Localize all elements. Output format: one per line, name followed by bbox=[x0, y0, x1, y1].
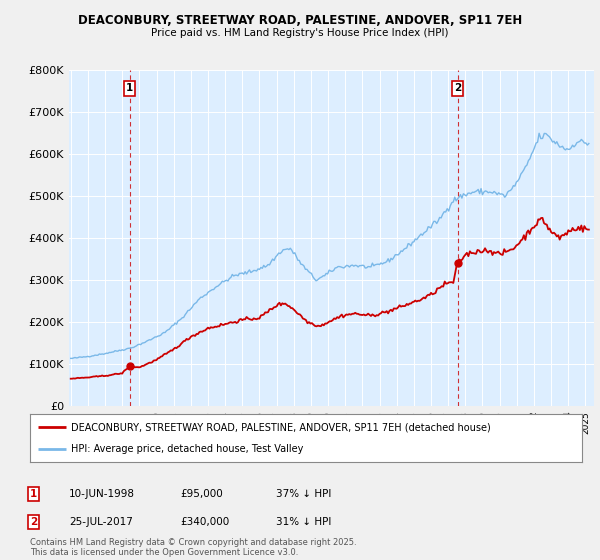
Text: Contains HM Land Registry data © Crown copyright and database right 2025.
This d: Contains HM Land Registry data © Crown c… bbox=[30, 538, 356, 557]
Text: 31% ↓ HPI: 31% ↓ HPI bbox=[276, 517, 331, 527]
Text: DEACONBURY, STREETWAY ROAD, PALESTINE, ANDOVER, SP11 7EH: DEACONBURY, STREETWAY ROAD, PALESTINE, A… bbox=[78, 14, 522, 27]
Text: 25-JUL-2017: 25-JUL-2017 bbox=[69, 517, 133, 527]
Text: DEACONBURY, STREETWAY ROAD, PALESTINE, ANDOVER, SP11 7EH (detached house): DEACONBURY, STREETWAY ROAD, PALESTINE, A… bbox=[71, 422, 491, 432]
Text: £95,000: £95,000 bbox=[180, 489, 223, 499]
Text: HPI: Average price, detached house, Test Valley: HPI: Average price, detached house, Test… bbox=[71, 444, 304, 454]
Text: 10-JUN-1998: 10-JUN-1998 bbox=[69, 489, 135, 499]
Text: 1: 1 bbox=[30, 489, 37, 499]
Text: 2: 2 bbox=[454, 83, 461, 94]
Text: 2: 2 bbox=[30, 517, 37, 527]
Text: £340,000: £340,000 bbox=[180, 517, 229, 527]
Text: Price paid vs. HM Land Registry's House Price Index (HPI): Price paid vs. HM Land Registry's House … bbox=[151, 28, 449, 38]
Text: 1: 1 bbox=[126, 83, 133, 94]
Text: 37% ↓ HPI: 37% ↓ HPI bbox=[276, 489, 331, 499]
